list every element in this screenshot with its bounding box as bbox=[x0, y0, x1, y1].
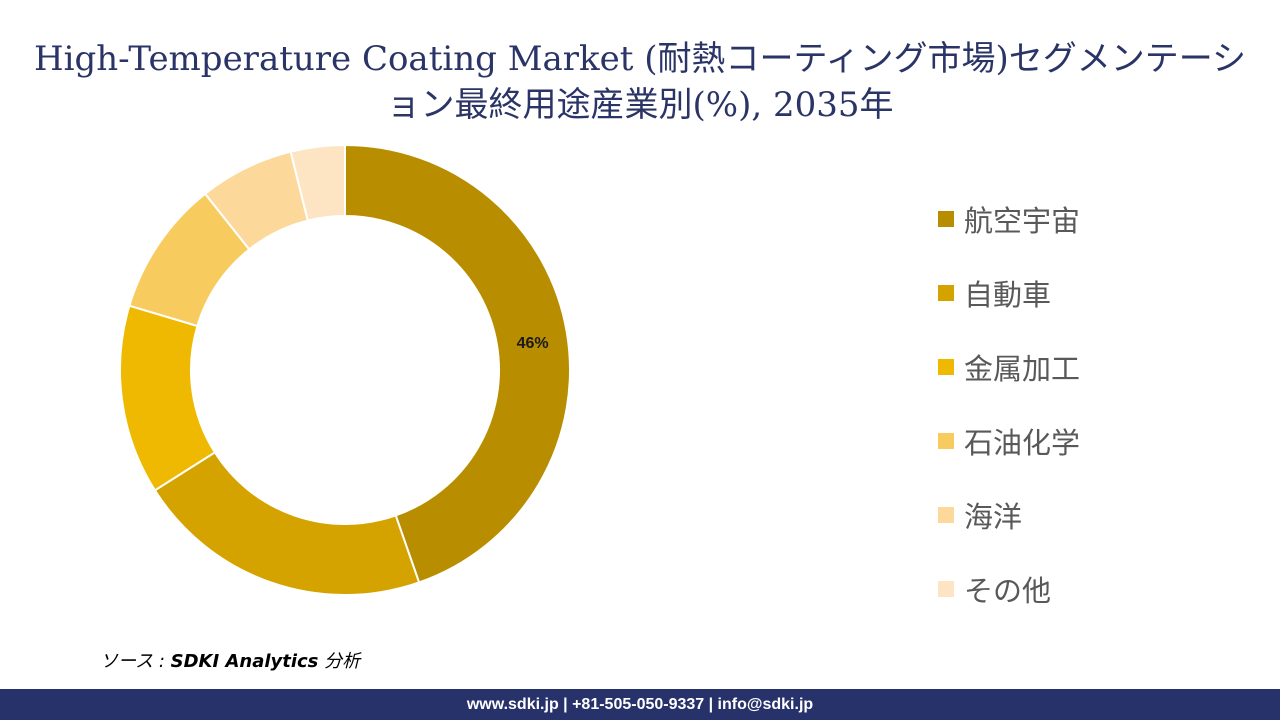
legend-item-2: 自動車 bbox=[938, 256, 1080, 330]
legend-item-6: その他 bbox=[938, 552, 1080, 626]
legend-label: 自動車 bbox=[964, 278, 1052, 312]
legend-item-3: 金属加工 bbox=[938, 330, 1080, 404]
donut-slice-2 bbox=[153, 450, 421, 596]
legend-swatch bbox=[938, 433, 954, 449]
source-suffix: 分析 bbox=[324, 651, 361, 672]
legend-swatch bbox=[938, 507, 954, 523]
legend-item-1: 航空宇宙 bbox=[938, 182, 1080, 256]
legend-swatch bbox=[938, 359, 954, 375]
legend-swatch bbox=[938, 581, 954, 597]
legend-label: 金属加工 bbox=[964, 352, 1081, 386]
legend-item-5: 海洋 bbox=[938, 478, 1080, 552]
chart-title: High-Temperature Coating Market (耐熱コーティン… bbox=[33, 39, 1247, 125]
source-note: ソース : SDKI Analytics 分析 bbox=[100, 647, 360, 673]
footer-contact: www.sdki.jp | +81-505-050-9337 | info@sd… bbox=[0, 689, 1280, 720]
legend-label: 石油化学 bbox=[964, 426, 1081, 460]
donut-slice-6 bbox=[289, 143, 346, 222]
legend-label: 航空宇宙 bbox=[964, 204, 1081, 238]
data-labels: 46% bbox=[517, 335, 549, 352]
legend-item-4: 石油化学 bbox=[938, 404, 1080, 478]
chart-legend: 航空宇宙自動車金属加工石油化学海洋その他 bbox=[938, 182, 1080, 626]
legend-swatch bbox=[938, 211, 954, 227]
legend-label: 海洋 bbox=[964, 500, 1023, 534]
source-name: SDKI Analytics bbox=[170, 651, 319, 672]
source-prefix: ソース : bbox=[100, 651, 165, 672]
legend-label: その他 bbox=[964, 574, 1052, 608]
data-label-1: 46% bbox=[517, 335, 549, 352]
legend-swatch bbox=[938, 285, 954, 301]
donut-slice-1 bbox=[344, 143, 571, 584]
donut-slices bbox=[119, 143, 571, 596]
